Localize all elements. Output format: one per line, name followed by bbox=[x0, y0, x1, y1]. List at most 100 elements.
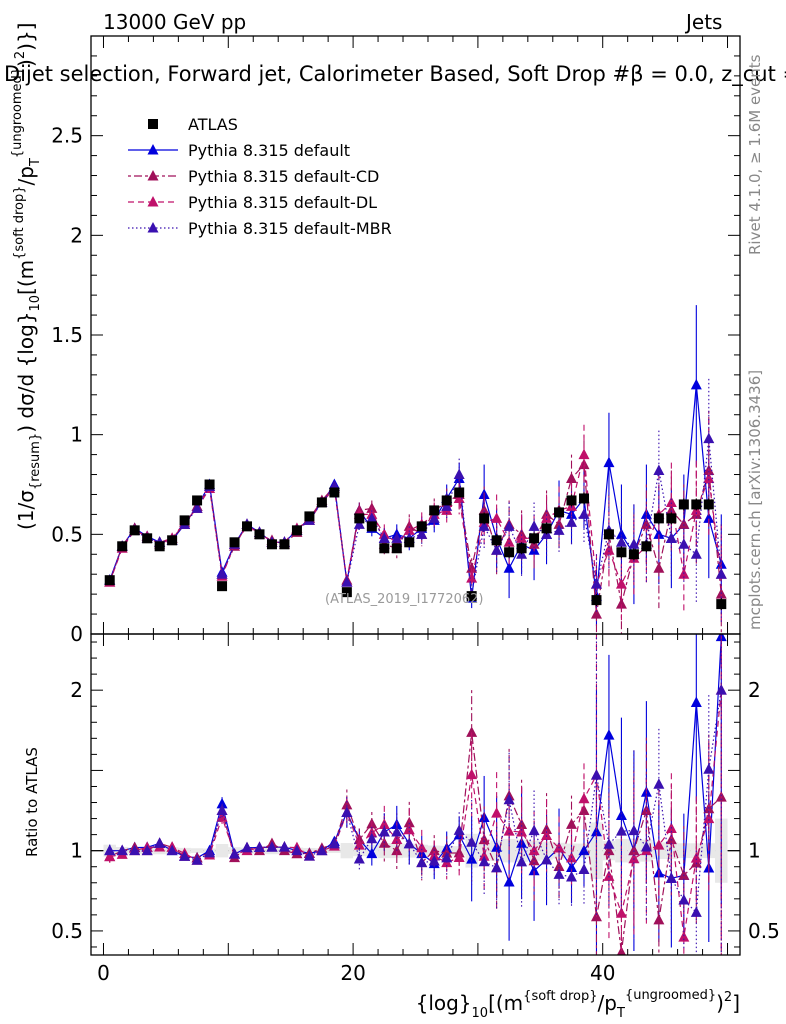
axis-ticks: 0.511.522.500.5 0.51 12 20 20 40{log}10[(m{so… bbox=[10, 23, 780, 1022]
series-pythia-8-315-default-mbr-point bbox=[566, 516, 578, 527]
series-pythia-8-315-default-point bbox=[503, 562, 515, 573]
ratio-y-axis-title: Ratio to ATLAS bbox=[23, 747, 41, 857]
series-pythia-8-315-default-mbr-point bbox=[553, 524, 565, 535]
series-pythia-8-315-default-dl-point bbox=[541, 512, 553, 523]
series-atlas-point bbox=[554, 507, 565, 518]
legend-entry: Pythia 8.315 default-MBR bbox=[128, 219, 392, 238]
series-atlas-point bbox=[416, 521, 427, 532]
ratio-series-pythia-8-315-default-mbr-point bbox=[628, 824, 640, 836]
series-atlas-point bbox=[591, 595, 602, 606]
series-pythia-8-315-default-cd-point bbox=[615, 598, 627, 609]
ratio-data-band bbox=[340, 843, 354, 859]
ratio-series-pythia-8-315-default-dl-point bbox=[615, 907, 627, 918]
ratio-series-pythia-8-315-default-mbr-point bbox=[253, 841, 265, 852]
ratio-series-pythia-8-315-default-dl-point bbox=[453, 851, 465, 862]
ratio-series-pythia-8-315-default-mbr-point bbox=[116, 844, 128, 856]
ratio-series-pythia-8-315-default-point bbox=[566, 861, 578, 872]
ratio-series-pythia-8-315-default-dl-point bbox=[578, 792, 590, 804]
series-pythia-8-315-default-mbr-point bbox=[191, 502, 203, 513]
series-pythia-8-315-default-mbr-point bbox=[528, 520, 540, 531]
series-atlas-point bbox=[578, 493, 589, 504]
series-atlas-point bbox=[516, 543, 527, 554]
series-atlas-point bbox=[691, 499, 702, 510]
legend-marker bbox=[148, 119, 158, 129]
ratio-series-pythia-8-315-default-dl-point bbox=[690, 852, 702, 863]
ratio-series-pythia-8-315-default-dl-point bbox=[541, 829, 553, 841]
series-atlas-point bbox=[466, 591, 477, 602]
ratio-series-pythia-8-315-default-cd-point bbox=[566, 818, 578, 829]
series-pythia-8-315-default-point bbox=[615, 528, 627, 539]
ratio-series-pythia-8-315-default-mbr-point bbox=[428, 855, 440, 866]
main-y-axis-title: (1/σ{resum}) dσ/d {log}10[(m{soft drop}/… bbox=[10, 23, 43, 531]
series-atlas-point bbox=[179, 515, 190, 526]
ratio-series-pythia-8-315-default-point bbox=[690, 696, 702, 708]
ratio-series-pythia-8-315-default-mbr-point bbox=[715, 684, 727, 695]
ratio-series-pythia-8-315-default-mbr-point bbox=[316, 844, 328, 856]
ratio-series-pythia-8-315-default-dl-point bbox=[503, 825, 515, 836]
series-atlas-point bbox=[628, 549, 639, 560]
series-pythia-8-315-default-mbr-point bbox=[578, 508, 590, 519]
ratio-series-pythia-8-315-default-mbr-point bbox=[266, 841, 278, 852]
ratio-series-pythia-8-315-default-dl-point bbox=[478, 850, 490, 861]
ratio-series-pythia-8-315-default-mbr-point bbox=[615, 825, 627, 836]
legend-label: Pythia 8.315 default-CD bbox=[188, 167, 379, 186]
series-pythia-8-315-default-mbr-point bbox=[216, 568, 228, 579]
legend-marker bbox=[147, 196, 159, 207]
series-atlas-point bbox=[504, 547, 515, 558]
mcplots-arxiv-label: mcplots.cern.ch [arXiv:1306.3436] bbox=[746, 369, 764, 630]
ratio-data-band bbox=[215, 843, 229, 858]
ratio-series-pythia-8-315-default-mbr-point bbox=[553, 868, 565, 879]
series-atlas-point bbox=[167, 535, 178, 546]
ratio-series-pythia-8-315-default-mbr-point bbox=[640, 841, 652, 852]
series-atlas-point bbox=[678, 499, 689, 510]
ratio-series-pythia-8-315-default-dl-point bbox=[628, 852, 640, 864]
legend-label: Pythia 8.315 default bbox=[188, 141, 350, 160]
ratio-y-tick-label-right: 1 bbox=[748, 839, 761, 863]
legend-entry: Pythia 8.315 default-CD bbox=[128, 167, 379, 186]
ratio-series-pythia-8-315-default-point bbox=[590, 825, 602, 837]
main-panel-data bbox=[104, 305, 727, 634]
series-pythia-8-315-default-point bbox=[603, 456, 615, 468]
series-pythia-8-315-default-mbr-point bbox=[703, 432, 715, 444]
series-atlas-point bbox=[204, 479, 215, 490]
ratio-series-pythia-8-315-default-cd-point bbox=[341, 798, 353, 810]
series-atlas-point bbox=[304, 511, 315, 522]
series-atlas-point bbox=[703, 499, 714, 510]
ratio-series-pythia-8-315-default-mbr-point bbox=[478, 855, 490, 867]
legend-entry: ATLAS bbox=[148, 115, 238, 134]
ratio-y-tick-label-left: 0.5 bbox=[51, 919, 83, 943]
series-pythia-8-315-default-point bbox=[653, 528, 665, 539]
legend-label: ATLAS bbox=[188, 115, 238, 134]
ratio-series-pythia-8-315-default-point bbox=[528, 864, 540, 876]
ratio-series-pythia-8-315-default-mbr-point bbox=[129, 844, 141, 856]
series-pythia-8-315-default-cd-point bbox=[665, 504, 677, 515]
ratio-series-pythia-8-315-default-cd-line bbox=[109, 732, 722, 953]
energy-label: 13000 GeV pp bbox=[103, 10, 247, 34]
ratio-series-pythia-8-315-default-point bbox=[366, 847, 378, 859]
ratio-series-pythia-8-315-default-mbr-point bbox=[416, 856, 428, 868]
rivet-version-label: Rivet 4.1.0, ≥ 1.6M events bbox=[746, 54, 764, 256]
ratio-series-pythia-8-315-default-point bbox=[578, 844, 590, 856]
series-pythia-8-315-default-dl-point bbox=[665, 496, 677, 507]
ratio-series-pythia-8-315-default-mbr-point bbox=[541, 853, 553, 865]
series-atlas-point bbox=[316, 497, 327, 508]
ratio-series-pythia-8-315-default-dl-point bbox=[104, 850, 116, 862]
ratio-series-pythia-8-315-default-dl-point bbox=[603, 870, 615, 881]
ratio-series-pythia-8-315-default-mbr-point bbox=[278, 841, 290, 852]
series-pythia-8-315-default-dl-point bbox=[491, 512, 503, 523]
series-atlas-point bbox=[653, 513, 664, 524]
legend-entry: Pythia 8.315 default bbox=[128, 141, 350, 160]
ratio-series-pythia-8-315-default-mbr-point bbox=[216, 804, 228, 816]
ratio-series-pythia-8-315-default-cd-point bbox=[603, 844, 615, 856]
series-atlas-point bbox=[404, 537, 415, 548]
series-pythia-8-315-default-mbr-point bbox=[391, 532, 403, 543]
ratio-series-pythia-8-315-default-mbr-point bbox=[241, 841, 253, 853]
ratio-series-pythia-8-315-default-cd-point bbox=[466, 726, 478, 737]
ratio-panel-frame bbox=[90, 633, 741, 956]
analysis-watermark: (ATLAS_2019_I1772062) bbox=[325, 592, 484, 607]
ratio-series-pythia-8-315-default-mbr-point bbox=[578, 863, 590, 875]
ratio-series-pythia-8-315-default-line bbox=[109, 636, 722, 884]
series-pythia-8-315-default-dl-point bbox=[516, 532, 528, 543]
ratio-series-pythia-8-315-default-mbr-point bbox=[378, 826, 390, 837]
